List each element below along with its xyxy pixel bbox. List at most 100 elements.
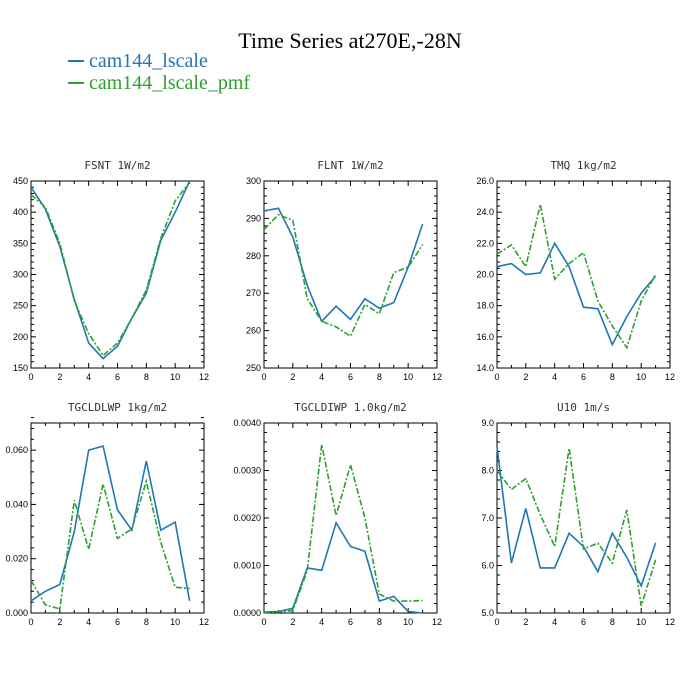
y-tick-label: 0.060 bbox=[5, 445, 28, 455]
x-tick-label: 2 bbox=[290, 617, 295, 627]
plot-frame bbox=[30, 422, 205, 614]
y-tick-label: 150 bbox=[13, 363, 28, 373]
series-line-lscale-pmf bbox=[496, 448, 657, 607]
y-tick-label: 400 bbox=[13, 207, 28, 217]
x-tick-label: 8 bbox=[610, 617, 615, 627]
y-tick-label: 250 bbox=[13, 301, 28, 311]
x-tick-label: 4 bbox=[319, 617, 324, 627]
x-tick-label: 4 bbox=[86, 372, 91, 382]
x-tick-label: 4 bbox=[319, 372, 324, 382]
x-tick-label: 8 bbox=[144, 617, 149, 627]
panel-title: TGCLDIWP 1.0kg/m2 bbox=[294, 401, 407, 414]
x-tick-label: 6 bbox=[348, 617, 353, 627]
x-tick-label: 12 bbox=[432, 617, 442, 627]
legend-swatch-lscale-pmf bbox=[68, 82, 84, 84]
series-line-lscale bbox=[496, 241, 657, 347]
y-tick-label: 200 bbox=[13, 332, 28, 342]
legend-label-lscale: cam144_lscale bbox=[89, 49, 208, 72]
y-tick-label: 0.0040 bbox=[233, 418, 261, 428]
panel-5: U10 1m/s 0 2 4 6 8 10 12 5.0 6.0 7.0 8.0 9.0 bbox=[481, 401, 675, 627]
x-tick-label: 12 bbox=[665, 372, 675, 382]
y-tick-label: 8.0 bbox=[481, 466, 494, 476]
panel-1: FLNT 1W/m2 0 2 4 6 8 10 12 250 260 270 280 290 300 bbox=[246, 159, 442, 382]
y-tick-label: 450 bbox=[13, 176, 28, 186]
x-tick-label: 2 bbox=[57, 617, 62, 627]
x-tick-label: 10 bbox=[636, 617, 646, 627]
plot-frame bbox=[263, 422, 438, 614]
series-line-lscale bbox=[30, 445, 191, 602]
y-tick-label: 9.0 bbox=[481, 418, 494, 428]
x-tick-label: 8 bbox=[610, 372, 615, 382]
x-tick-label: 6 bbox=[348, 372, 353, 382]
x-tick-label: 12 bbox=[665, 617, 675, 627]
x-tick-label: 12 bbox=[199, 372, 209, 382]
panel-title: FLNT 1W/m2 bbox=[317, 159, 383, 172]
x-tick-label: 4 bbox=[552, 617, 557, 627]
x-tick-label: 12 bbox=[432, 372, 442, 382]
panel-title: TMQ 1kg/m2 bbox=[550, 159, 616, 172]
x-tick-label: 2 bbox=[523, 617, 528, 627]
x-tick-label: 12 bbox=[199, 617, 209, 627]
series-line-lscale-pmf bbox=[263, 444, 423, 614]
series-line-lscale-pmf bbox=[263, 213, 424, 338]
x-tick-label: 0 bbox=[28, 372, 33, 382]
x-tick-label: 0 bbox=[494, 617, 499, 627]
legend-item-lscale: cam144_lscale bbox=[68, 50, 250, 72]
plot-frame bbox=[30, 180, 205, 369]
x-tick-label: 10 bbox=[170, 617, 180, 627]
x-tick-label: 0 bbox=[261, 617, 266, 627]
x-tick-label: 10 bbox=[403, 372, 413, 382]
x-tick-label: 6 bbox=[581, 617, 586, 627]
y-tick-label: 0.040 bbox=[5, 499, 28, 509]
series-line-lscale bbox=[263, 520, 423, 614]
legend: cam144_lscale cam144_lscale_pmf bbox=[68, 50, 250, 94]
panel-title: FSNT 1W/m2 bbox=[84, 159, 150, 172]
x-tick-label: 8 bbox=[377, 617, 382, 627]
series-line-lscale bbox=[30, 180, 191, 360]
y-tick-label: 0.0010 bbox=[233, 561, 261, 571]
y-tick-label: 0.0030 bbox=[233, 466, 261, 476]
panel-4: TGCLDIWP 1.0kg/m2 0 2 4 6 8 10 12 0.0000 0.0010 0.… bbox=[233, 401, 442, 627]
panel-title: U10 1m/s bbox=[557, 401, 610, 414]
y-tick-label: 0.0020 bbox=[233, 513, 261, 523]
x-tick-label: 2 bbox=[57, 372, 62, 382]
y-tick-label: 350 bbox=[13, 238, 28, 248]
y-tick-label: 260 bbox=[246, 326, 261, 336]
series-line-lscale-pmf bbox=[496, 204, 657, 350]
y-tick-label: 250 bbox=[246, 363, 261, 373]
x-tick-label: 0 bbox=[494, 372, 499, 382]
y-tick-label: 14.0 bbox=[476, 363, 494, 373]
figure-title: Time Series at270E,-28N bbox=[238, 28, 462, 53]
x-tick-label: 10 bbox=[403, 617, 413, 627]
y-tick-label: 0.000 bbox=[5, 608, 28, 618]
y-tick-label: 16.0 bbox=[476, 332, 494, 342]
x-tick-label: 4 bbox=[552, 372, 557, 382]
series-line-lscale-pmf bbox=[30, 181, 191, 357]
panel-title: TGCLDLWP 1kg/m2 bbox=[68, 401, 167, 414]
y-tick-label: 290 bbox=[246, 213, 261, 223]
x-tick-label: 8 bbox=[144, 372, 149, 382]
legend-item-lscale-pmf: cam144_lscale_pmf bbox=[68, 72, 250, 94]
x-tick-label: 10 bbox=[636, 372, 646, 382]
legend-label-lscale-pmf: cam144_lscale_pmf bbox=[89, 71, 251, 94]
x-tick-label: 6 bbox=[115, 372, 120, 382]
y-tick-label: 22.0 bbox=[476, 238, 494, 248]
panel-3: TGCLDLWP 1kg/m2 0 2 4 6 8 10 12 0.000 0.020 0.040 0… bbox=[5, 401, 209, 627]
y-tick-label: 26.0 bbox=[476, 176, 494, 186]
legend-swatch-lscale bbox=[68, 60, 84, 62]
plot-frame bbox=[496, 180, 671, 369]
x-tick-label: 0 bbox=[28, 617, 33, 627]
x-tick-label: 2 bbox=[290, 372, 295, 382]
y-tick-label: 280 bbox=[246, 251, 261, 261]
y-tick-label: 300 bbox=[246, 176, 261, 186]
y-tick-label: 20.0 bbox=[476, 270, 494, 280]
x-tick-label: 6 bbox=[115, 617, 120, 627]
y-tick-label: 6.0 bbox=[481, 561, 494, 571]
x-tick-label: 2 bbox=[523, 372, 528, 382]
y-tick-label: 0.020 bbox=[5, 554, 28, 564]
panel-0: FSNT 1W/m2 0 2 4 6 8 10 12 150 200 250 300 350 400 450 bbox=[13, 159, 209, 382]
series-line-lscale bbox=[496, 446, 657, 588]
series-line-lscale-pmf bbox=[30, 478, 190, 610]
